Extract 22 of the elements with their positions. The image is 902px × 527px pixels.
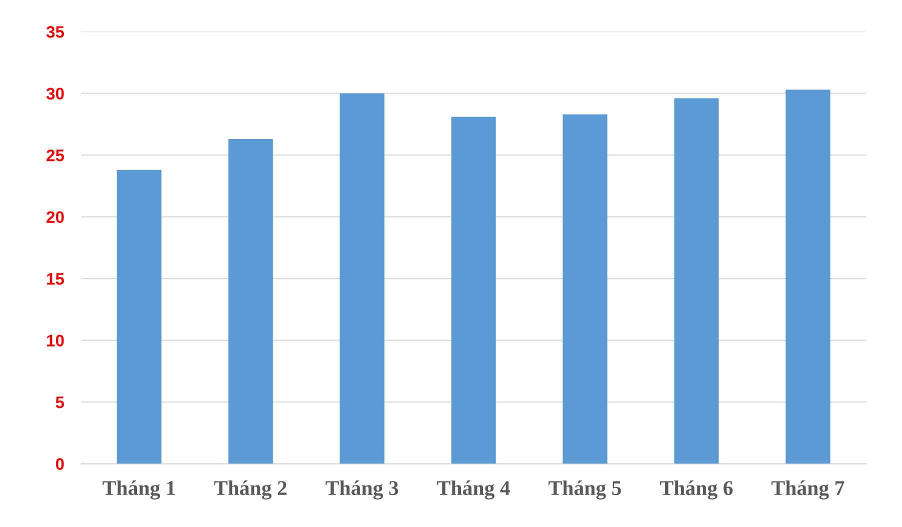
x-tick-label: Tháng 5 xyxy=(548,480,622,500)
bar xyxy=(116,170,162,464)
x-tick-label: Tháng 1 xyxy=(102,480,175,500)
y-tick-label: 30 xyxy=(46,88,64,100)
bar xyxy=(786,90,830,464)
y-tick-label: 5 xyxy=(56,396,64,408)
y-tick-label: 25 xyxy=(46,149,64,162)
bar xyxy=(562,114,608,464)
x-tick-label: Tháng 6 xyxy=(660,480,733,500)
y-tick-label: 10 xyxy=(47,334,64,346)
x-tick-label: Tháng 7 xyxy=(772,480,844,500)
y-tick-label: 35 xyxy=(46,26,64,38)
x-tick-label: Tháng 3 xyxy=(326,480,398,500)
y-tick-label: 0 xyxy=(56,458,64,470)
y-tick-label: 15 xyxy=(47,273,64,285)
y-tick-label: 20 xyxy=(46,211,64,224)
x-tick-label: Tháng 4 xyxy=(437,480,510,500)
bar xyxy=(340,93,384,464)
bar xyxy=(451,116,496,464)
x-tick-label: Tháng 2 xyxy=(214,480,286,500)
bar xyxy=(674,98,719,464)
bar xyxy=(228,139,273,464)
